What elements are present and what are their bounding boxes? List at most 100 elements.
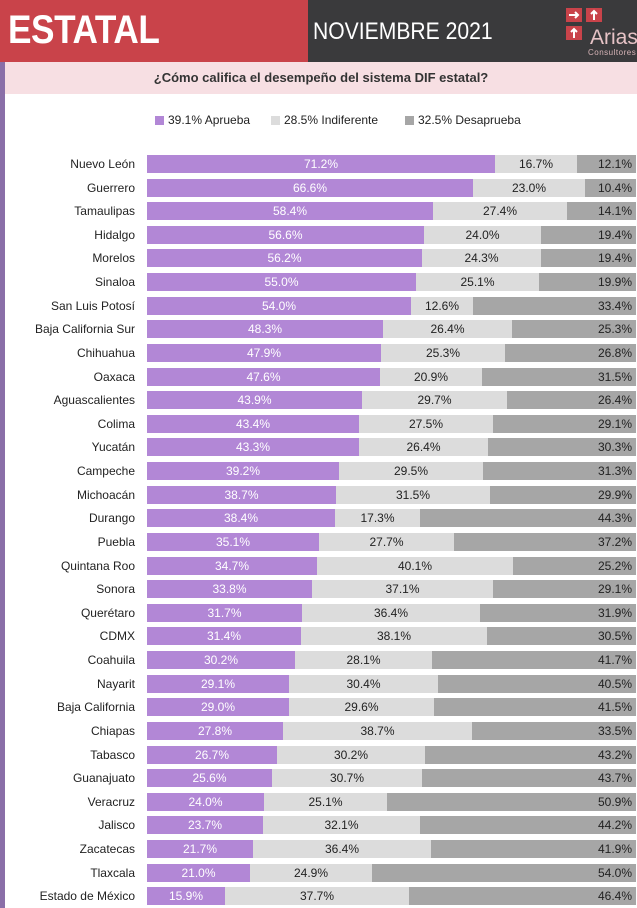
data-label-aprueba: 29.1% <box>200 676 236 691</box>
bar-segment-desaprueba <box>488 438 636 457</box>
legend-label-indiferente: 28.5% Indiferente <box>284 113 379 127</box>
chart-legend: 39.1% Aprueba 28.5% Indiferente 32.5% De… <box>0 113 637 129</box>
logo-arrow-right-icon <box>566 8 582 22</box>
category-label: Tamaulipas <box>74 204 135 219</box>
bar-segment-aprueba <box>147 367 380 386</box>
data-label-desaprueba: 26.8% <box>597 345 632 360</box>
data-label-aprueba: 39.2% <box>225 464 261 479</box>
data-label-aprueba: 66.6% <box>292 180 328 195</box>
data-label-aprueba: 56.6% <box>268 227 303 242</box>
bar-segment-indiferente <box>289 698 434 717</box>
bar-segment-desaprueba <box>493 414 636 433</box>
category-label: Yucatán <box>91 440 135 455</box>
logo-arrow-up-small-icon <box>566 26 582 40</box>
bar-segment-indiferente <box>336 485 490 504</box>
bar-segment-aprueba <box>147 603 302 622</box>
bar-segment-aprueba <box>147 178 473 197</box>
data-label-indiferente: 30.4% <box>346 676 381 691</box>
data-label-aprueba: 35.1% <box>215 534 251 549</box>
bar-segment-desaprueba <box>432 651 636 670</box>
legend-label-desaprueba: 32.5% Desaprueba <box>418 113 521 127</box>
logo-subtitle: Consultores <box>588 48 637 57</box>
page-title: ESTATAL <box>8 8 160 52</box>
data-label-aprueba: 25.6% <box>192 771 227 786</box>
bar-segment-indiferente <box>362 391 507 410</box>
data-label-aprueba: 58.4% <box>272 204 308 219</box>
data-label-desaprueba: 31.9% <box>597 605 632 620</box>
data-label-desaprueba: 46.4% <box>597 889 632 904</box>
bar-segment-indiferente <box>312 580 493 599</box>
bar-segment-aprueba <box>147 202 433 221</box>
bar-segment-indiferente <box>263 816 420 835</box>
bar-segment-indiferente <box>473 178 585 197</box>
data-label-indiferente: 29.7% <box>417 393 452 408</box>
category-label: Durango <box>88 511 135 526</box>
bar-segment-indiferente <box>317 556 513 575</box>
data-label-desaprueba: 54.0% <box>597 865 632 880</box>
data-label-desaprueba: 25.2% <box>597 558 632 573</box>
data-label-aprueba: 43.4% <box>235 416 271 431</box>
data-label-desaprueba: 43.2% <box>597 747 632 762</box>
bar-segment-desaprueba <box>480 603 636 622</box>
category-label: Quintana Roo <box>60 558 135 573</box>
bar-segment-aprueba <box>147 225 424 244</box>
bar-segment-desaprueba <box>454 532 636 551</box>
data-label-aprueba: 30.2% <box>203 653 239 668</box>
bar-segment-indiferente <box>289 674 438 693</box>
data-label-desaprueba: 44.2% <box>597 818 632 833</box>
data-label-aprueba: 15.9% <box>168 889 204 904</box>
bar-segment-desaprueba <box>505 343 636 362</box>
category-label: Guerrero <box>86 180 135 195</box>
data-label-aprueba: 31.4% <box>206 629 242 644</box>
bar-segment-aprueba <box>147 863 250 882</box>
data-label-desaprueba: 31.5% <box>597 369 632 384</box>
data-label-indiferente: 27.5% <box>408 416 444 431</box>
data-label-indiferente: 28.1% <box>346 653 381 668</box>
bar-segment-indiferente <box>283 721 472 740</box>
data-label-desaprueba: 29.1% <box>597 416 632 431</box>
category-label: Sonora <box>96 582 135 597</box>
bar-segment-desaprueba <box>585 178 636 197</box>
bar-segment-desaprueba <box>541 225 636 244</box>
bar-segment-aprueba <box>147 532 319 551</box>
bar-segment-indiferente <box>433 202 567 221</box>
bar-segment-aprueba <box>147 887 225 906</box>
data-label-aprueba: 34.7% <box>214 558 250 573</box>
bar-segment-desaprueba <box>409 887 636 906</box>
bar-segment-aprueba <box>147 792 264 811</box>
bar-segment-aprueba <box>147 296 411 315</box>
bar-segment-aprueba <box>147 414 359 433</box>
data-label-desaprueba: 50.9% <box>597 794 632 809</box>
data-label-desaprueba: 44.3% <box>597 511 632 526</box>
bar-segment-indiferente <box>264 792 387 811</box>
data-label-aprueba: 21.7% <box>182 841 218 856</box>
bar-segment-aprueba <box>147 627 301 646</box>
category-label: Nayarit <box>96 676 135 691</box>
report-date: NOVIEMBRE 2021 <box>313 18 493 45</box>
data-label-aprueba: 43.9% <box>237 393 272 408</box>
data-label-indiferente: 31.5% <box>395 487 431 502</box>
bar-segment-indiferente <box>359 438 488 457</box>
header-title-panel <box>0 0 308 62</box>
legend-swatch-aprueba <box>155 115 164 125</box>
bar-segment-desaprueba <box>431 839 636 858</box>
bar-segment-aprueba <box>147 155 495 173</box>
data-label-desaprueba: 26.4% <box>597 393 632 408</box>
bar-segment-indiferente <box>272 769 422 788</box>
data-label-indiferente: 27.4% <box>482 204 518 219</box>
data-label-indiferente: 16.7% <box>518 157 554 171</box>
data-label-aprueba: 43.3% <box>235 440 271 455</box>
data-label-desaprueba: 12.1% <box>597 157 632 171</box>
category-label: Michoacán <box>76 487 135 502</box>
bar-segment-desaprueba <box>577 155 636 173</box>
bar-segment-indiferente <box>495 155 577 173</box>
data-label-indiferente: 24.0% <box>465 227 500 242</box>
data-label-indiferente: 25.1% <box>460 275 495 290</box>
data-label-desaprueba: 40.5% <box>597 676 632 691</box>
data-label-indiferente: 23.0% <box>511 180 547 195</box>
bar-segment-aprueba <box>147 391 362 410</box>
data-label-indiferente: 30.2% <box>333 747 369 762</box>
bar-segment-aprueba <box>147 769 272 788</box>
data-label-aprueba: 26.7% <box>194 747 230 762</box>
category-label: Sinaloa <box>94 275 135 290</box>
